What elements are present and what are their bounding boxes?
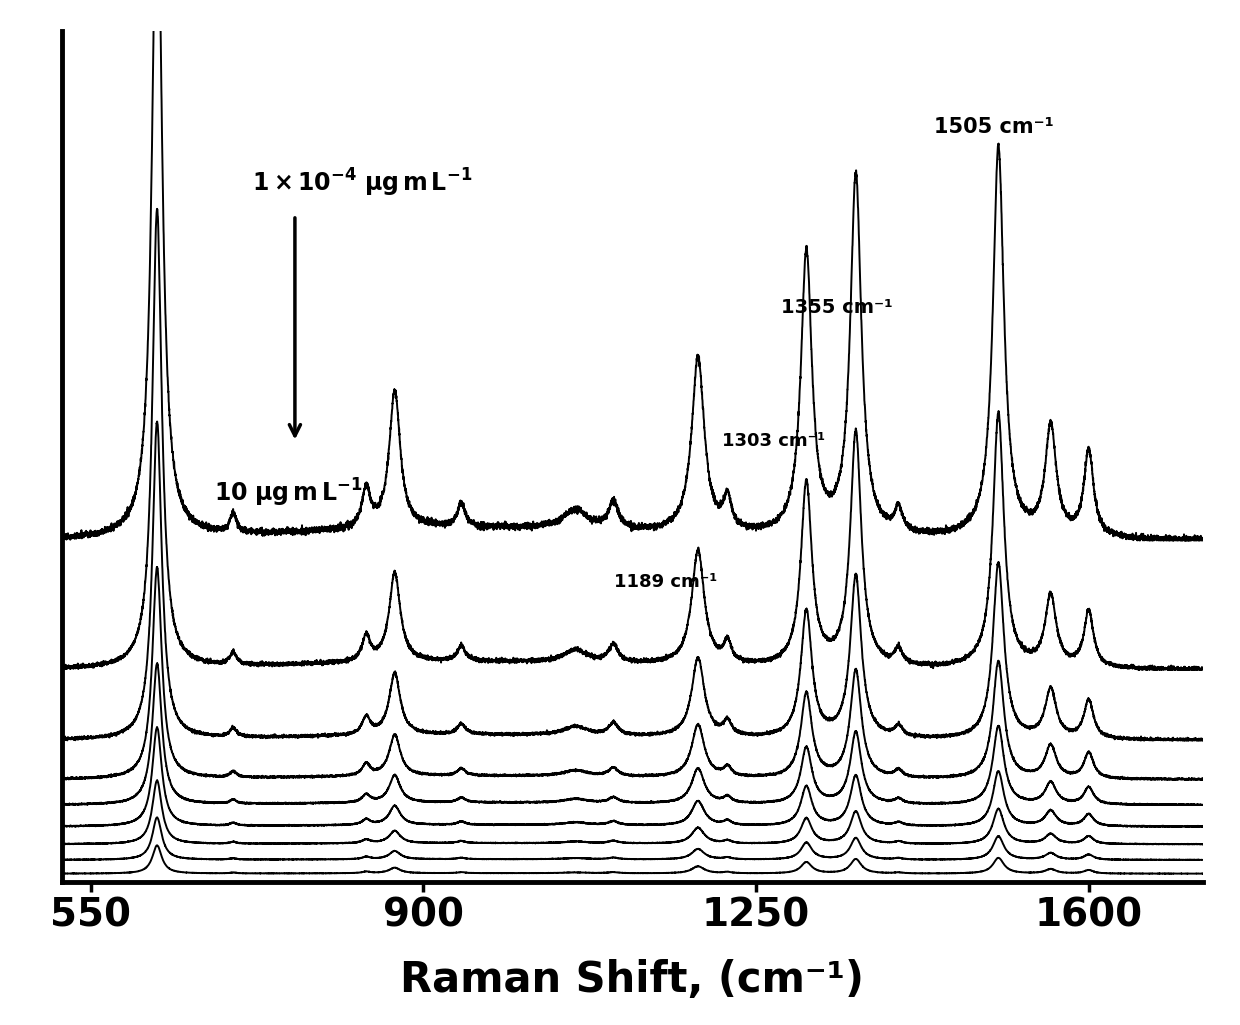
Text: 1189 cm⁻¹: 1189 cm⁻¹ [614, 573, 717, 591]
Text: 1505 cm⁻¹: 1505 cm⁻¹ [934, 117, 1054, 136]
Text: $\mathbf{10\ \mu g\,m\,L^{-1}}$: $\mathbf{10\ \mu g\,m\,L^{-1}}$ [215, 477, 362, 509]
Text: 1355 cm⁻¹: 1355 cm⁻¹ [781, 298, 893, 317]
Text: $\mathbf{1 \times 10^{-4}\ \mu g\,m\,L^{-1}}$: $\mathbf{1 \times 10^{-4}\ \mu g\,m\,L^{… [252, 167, 472, 199]
Text: 1303 cm⁻¹: 1303 cm⁻¹ [722, 433, 825, 450]
X-axis label: Raman Shift, (cm⁻¹): Raman Shift, (cm⁻¹) [401, 959, 864, 1001]
